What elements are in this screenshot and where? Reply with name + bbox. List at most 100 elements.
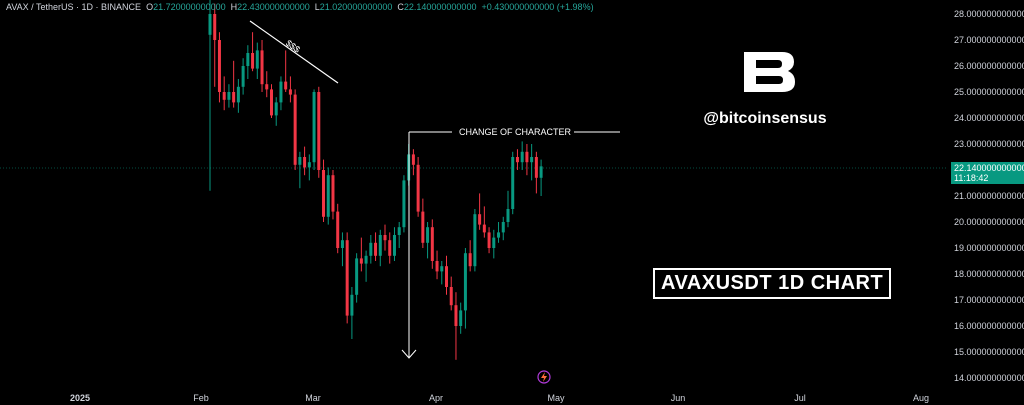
candle-body [350,294,354,316]
price-axis-label: 25.000000000000 [954,87,1024,97]
candle-body [317,92,321,170]
candle-body [288,89,292,95]
high-value: 22.430000000000 [237,2,310,12]
chart-title-box: AVAXUSDT 1D CHART [653,268,892,299]
price-axis-label: 16.000000000000 [954,321,1024,331]
price-axis-label: 24.000000000000 [954,113,1024,123]
candle-body [364,255,368,264]
candle-body [534,157,538,178]
candle-body [539,166,543,178]
lightning-icon[interactable] [537,370,551,384]
candle-body [463,253,467,311]
candle-body [236,86,240,103]
candle-body [449,287,453,306]
candle-body [303,157,307,168]
candle-body [511,157,515,209]
time-axis-label: Mar [305,393,321,403]
time-axis[interactable]: 2025 Feb Mar Apr May Jun Jul Aug [70,393,929,403]
candle-body [459,310,463,326]
last-price-value: 22.140000000000 [954,163,1024,173]
candle-body [260,50,264,85]
candle-body [298,157,302,165]
candle-body [416,164,420,212]
time-axis-label: Apr [429,393,443,403]
candle-body [227,92,231,100]
candle-body [241,66,245,87]
change-value: +0.430000000000 (+1.98%) [481,2,594,12]
candle-body [340,240,344,248]
time-axis-label: Aug [913,393,929,403]
brand-handle: @bitcoinsensus [703,110,827,127]
candle-body [445,266,448,287]
time-axis-label: Feb [193,393,209,403]
time-axis-label: May [547,393,565,403]
candle-body [345,240,349,316]
candle-body [369,242,373,256]
candle-body [269,89,273,116]
candle-body [274,102,278,116]
candle-body [454,305,458,326]
candles-group [208,0,543,360]
candle-body [213,14,217,40]
candle-body [515,157,519,163]
candle-body [217,40,221,92]
candle-body [468,253,472,267]
candle-body [440,266,444,272]
candle-body [326,175,330,217]
candle-body [421,211,425,243]
candle-body [482,224,486,233]
candle-body [374,242,378,256]
candle-body [255,50,259,69]
candle-body [331,175,335,212]
choch-label: CHANGE OF CHARACTER [459,127,572,137]
candle-body [284,81,288,90]
candle-body [525,151,529,163]
candle-body [265,84,269,90]
candle-body [251,53,255,69]
price-axis-label: 23.000000000000 [954,139,1024,149]
candle-body [411,154,415,165]
price-axis-label: 26.000000000000 [954,61,1024,71]
candle-body [312,92,316,163]
candle-body [378,235,382,256]
candle-body [430,227,434,261]
candle-body [478,214,482,225]
candle-body [530,157,534,163]
price-axis-label: 19.000000000000 [954,243,1024,253]
candle-body [355,258,359,295]
candle-body [487,232,491,248]
price-axis[interactable]: 28.000000000000 27.000000000000 26.0000000… [954,9,1024,383]
price-axis-label: 17.000000000000 [954,295,1024,305]
candle-body [246,53,250,66]
candle-body [501,222,505,233]
candle-body [208,14,212,35]
b-logo-icon [744,52,795,92]
candle-body [426,227,430,243]
bar-countdown: 11:18:42 [954,173,989,183]
price-axis-label: 15.000000000000 [954,347,1024,357]
price-axis-label: 14.000000000000 [954,373,1024,383]
low-value: 21.020000000000 [319,2,393,12]
candle-body [322,170,326,217]
candle-body [388,240,392,256]
price-axis-label: 28.000000000000 [954,9,1024,19]
close-value: 22.140000000000 [403,2,477,12]
candle-body [497,232,501,238]
open-value: 21.720000000000 [153,2,226,12]
candle-body [293,94,297,165]
candle-body [402,180,406,228]
candle-body [232,92,236,103]
symbol-name[interactable]: AVAX / TetherUS · 1D · BINANCE [6,2,142,12]
candle-body [435,261,439,272]
price-axis-label: 21.000000000000 [954,191,1024,201]
time-axis-label: Jun [671,393,686,403]
choch-annotation: CHANGE OF CHARACTER [401,127,620,359]
candle-body [473,214,477,267]
candle-body [307,162,311,168]
candle-body [222,92,226,100]
candle-body [492,237,496,248]
liquidity-label: $$$ [284,38,302,55]
time-axis-label: Jul [794,393,806,403]
price-axis-label: 20.000000000000 [954,217,1024,227]
